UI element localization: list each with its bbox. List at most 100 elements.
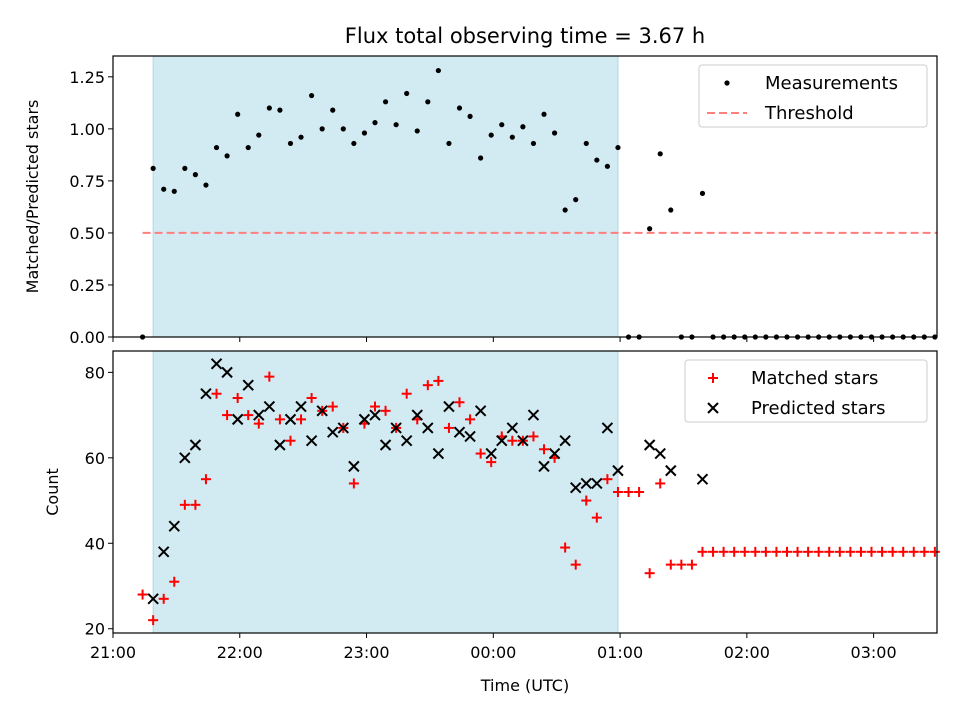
matched-star-marker	[771, 546, 782, 557]
matched-star-marker	[581, 495, 592, 506]
measurement-point	[330, 107, 336, 113]
matched-star-marker	[433, 375, 444, 386]
predicted-star-marker	[242, 379, 254, 391]
predicted-marker-b	[200, 388, 212, 400]
y-axis-label: Count	[43, 468, 62, 516]
predicted-star-marker	[559, 435, 571, 447]
measurement-point	[393, 122, 399, 128]
matched-star-marker	[169, 576, 180, 587]
x-tick-label: 02:00	[724, 643, 770, 662]
matched-star-marker	[158, 593, 169, 604]
predicted-star-marker	[464, 430, 476, 443]
measurement-point	[425, 99, 431, 105]
measurement-point	[340, 126, 346, 132]
measurement-point	[467, 113, 473, 119]
matched-star-marker	[824, 546, 835, 557]
predicted-marker-b	[337, 422, 350, 434]
chart-title: Flux total observing time = 3.67 h	[345, 24, 705, 48]
matched-star-marker	[739, 546, 750, 557]
axes-frame	[112, 55, 938, 338]
measurement-point	[615, 144, 621, 151]
predicted-star-marker	[274, 439, 286, 451]
predicted-star-marker	[612, 464, 624, 477]
measurement-point	[594, 157, 600, 163]
legend-predicted-b	[707, 402, 719, 414]
predicted-marker-b	[496, 435, 508, 447]
predicted-marker-b	[453, 426, 466, 438]
predicted-star-marker	[591, 477, 603, 490]
predicted-marker-b	[327, 426, 339, 438]
predicted-star-marker	[601, 422, 614, 434]
predicted-marker-b	[474, 405, 487, 417]
measurement-point	[541, 111, 547, 117]
measurement-point	[256, 132, 262, 138]
measurement-point	[551, 130, 558, 136]
y-tick-label: 0.00	[69, 328, 105, 347]
matched-star-marker	[834, 546, 845, 557]
matched-star-marker	[919, 546, 930, 557]
matched-star-marker	[813, 546, 824, 557]
matched-star-marker	[644, 568, 655, 579]
predicted-star-marker	[474, 405, 487, 417]
predicted-star-marker	[327, 426, 339, 438]
measurement-point	[668, 207, 674, 213]
predicted-star-marker	[665, 464, 677, 477]
predicted-star-marker	[348, 460, 360, 473]
matched-star-marker	[327, 401, 338, 412]
matched-star-marker	[887, 546, 898, 557]
matched-star-marker	[306, 393, 317, 403]
predicted-marker-b	[538, 460, 550, 473]
count-panel: 20 40 60 80 Count 21:00 22:00 23:00 00:00 01:00 02…	[43, 350, 940, 695]
measurement-point	[456, 105, 463, 111]
predicted-star-marker	[422, 422, 434, 434]
measurement-point	[235, 111, 241, 117]
predicted-star-marker	[506, 422, 519, 434]
y-tick-label: 1.25	[69, 68, 105, 87]
predicted-star-marker	[570, 482, 582, 494]
predicted-star-marker	[485, 447, 497, 460]
predicted-marker-b	[379, 439, 392, 451]
predicted-marker-b	[580, 477, 592, 490]
predicted-marker-b	[348, 460, 360, 473]
predicted-marker-b	[591, 477, 603, 490]
predicted-marker-b	[548, 447, 561, 460]
matched-star-marker	[697, 546, 708, 557]
y-tick-label: 0.25	[69, 276, 105, 295]
matched-star-marker	[253, 418, 264, 429]
measurement-point	[192, 172, 198, 178]
legend-box	[684, 359, 928, 423]
measurement-point	[213, 144, 220, 151]
matched-star-marker	[369, 401, 380, 412]
measurement-point	[499, 122, 505, 128]
matched-star-marker	[718, 546, 729, 557]
measurement-point	[583, 140, 589, 147]
predicted-marker-b	[443, 400, 455, 413]
matched-star-marker	[507, 435, 518, 446]
measurement-point	[203, 182, 209, 188]
predicted-marker-b	[242, 379, 254, 391]
predicted-star-marker	[432, 447, 445, 460]
predicted-star-marker	[295, 400, 307, 413]
matched-star-marker	[211, 388, 222, 399]
predicted-star-marker	[221, 366, 233, 379]
x-tick-label: 03:00	[851, 643, 897, 662]
predicted-marker-b	[390, 422, 402, 434]
measurement-point	[404, 90, 410, 97]
predicted-star-marker	[358, 413, 371, 426]
matched-star-marker	[539, 444, 550, 455]
predicted-marker-b	[147, 593, 159, 605]
predicted-marker-b	[274, 439, 286, 451]
matched-star-marker	[866, 546, 877, 557]
matched-star-marker	[845, 546, 856, 557]
predicted-marker-b	[601, 422, 614, 434]
measurement-point	[309, 92, 315, 99]
measurement-point	[699, 190, 706, 196]
matched-star-marker	[380, 405, 391, 416]
matched-star-marker	[686, 559, 697, 570]
predicted-star-marker	[147, 593, 159, 605]
predicted-marker-b	[295, 400, 307, 413]
matched-star-marker	[200, 474, 211, 485]
matched-star-marker	[602, 474, 613, 485]
matched-star-marker	[623, 487, 634, 497]
legend: Matched stars Predicted stars	[684, 359, 928, 423]
